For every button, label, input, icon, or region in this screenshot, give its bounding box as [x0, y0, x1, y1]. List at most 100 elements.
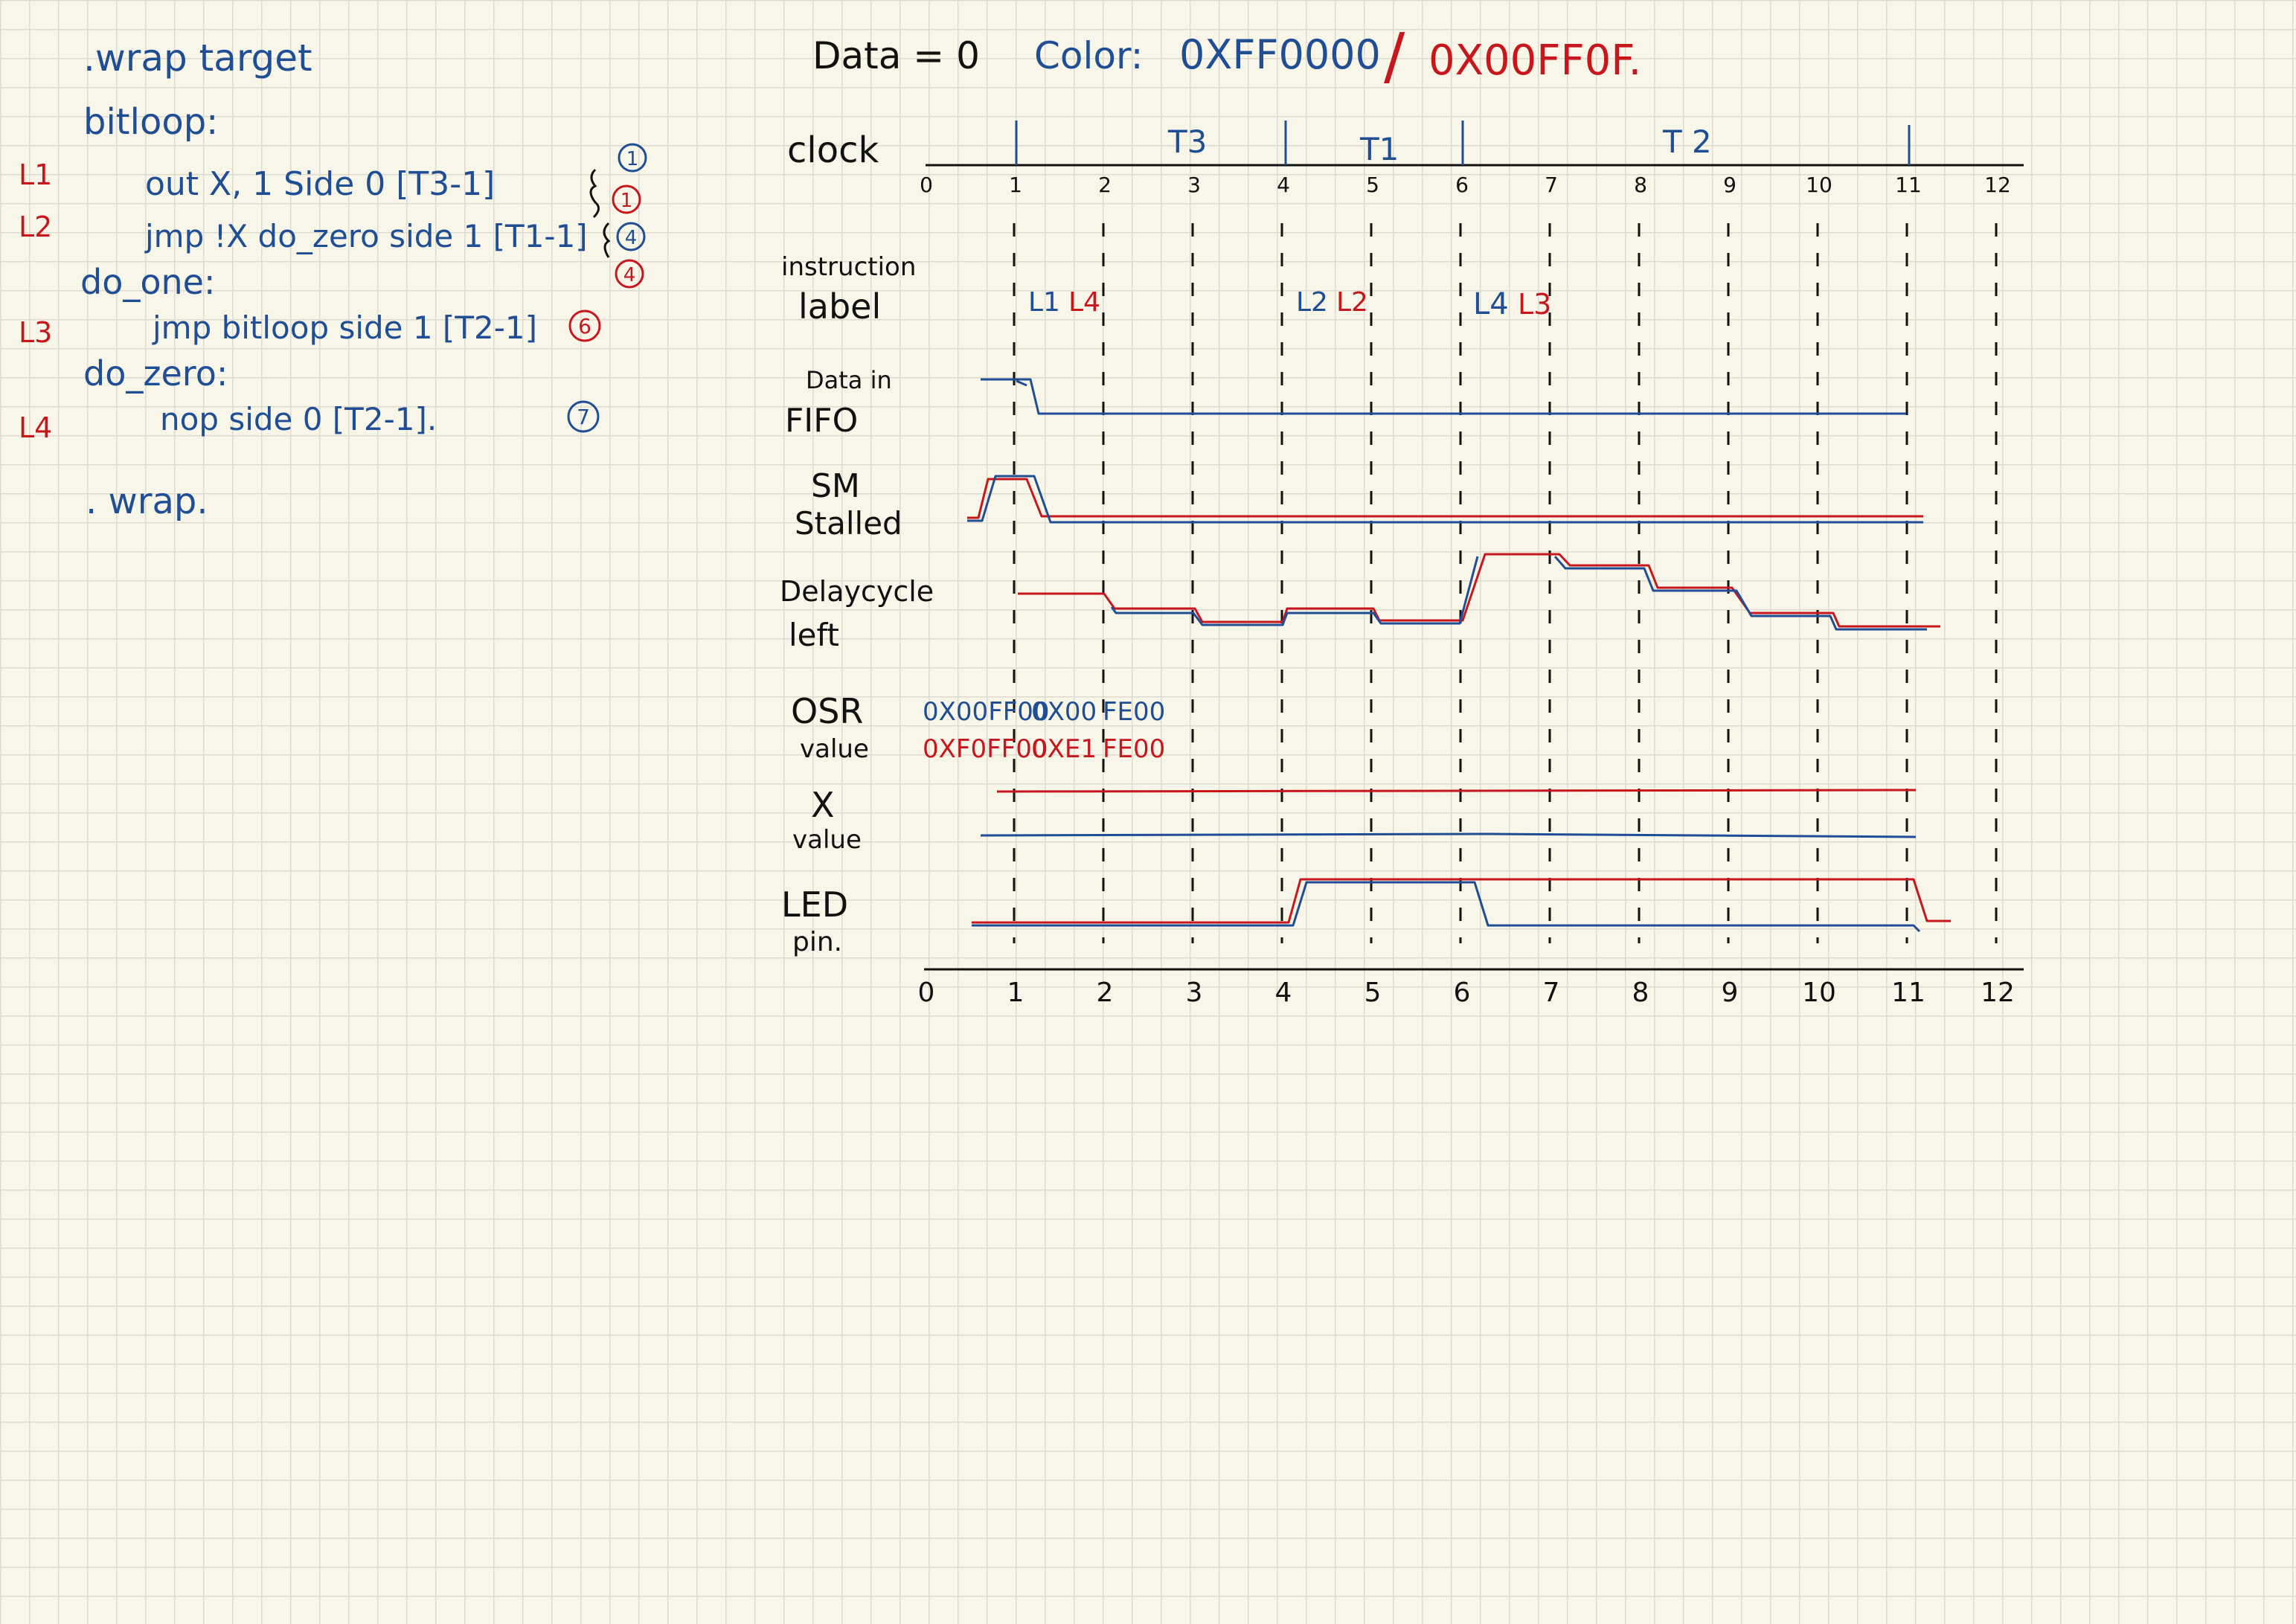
code-wrap: . wrap.: [86, 481, 208, 522]
axis-tick-label: 5: [1365, 978, 1382, 1008]
row-label-osr: value: [800, 734, 869, 764]
instr-label: L4: [1473, 287, 1509, 321]
axis-tick-labels: 0 1 2 3 4 5 6 7 8 9 10 11 12: [918, 978, 2015, 1008]
color-red-value: 0X00FF0F.: [1428, 36, 1641, 85]
diagram-header: Data = 0 Color: 0XFF0000 / 0X00FF0F.: [812, 19, 1641, 92]
step-bubble-number: 1: [621, 190, 633, 212]
axis-tick-label: 11: [1891, 978, 1925, 1008]
step-bubble-number: 4: [623, 264, 636, 286]
code-listing: .wrap target bitloop: L1 out X, 1 Side 0…: [19, 36, 647, 522]
row-label-osr: OSR: [791, 691, 863, 731]
color-separator: /: [1384, 19, 1405, 92]
instr-label: L4: [1068, 287, 1100, 318]
row-label-clock: clock: [787, 129, 879, 171]
osr-blue-value: 0X00FF00: [923, 697, 1050, 727]
axis-tick-label: 9: [1722, 978, 1739, 1008]
step-bubble: [612, 184, 641, 214]
phase-label: T3: [1167, 123, 1207, 160]
clock-tick-label: 4: [1277, 173, 1290, 197]
osr-red-value: 0XE1: [1031, 734, 1097, 764]
code-line-tag: L3: [19, 316, 52, 349]
stalled-trace-red: [967, 478, 1923, 519]
axis-tick-label: 7: [1543, 978, 1560, 1008]
brace-mark: [603, 222, 611, 258]
color-label: Color:: [1034, 34, 1144, 77]
clock-tick-label: 6: [1455, 173, 1469, 197]
step-bubble-number: 4: [625, 227, 638, 249]
step-bubble: [615, 259, 644, 289]
osr-blue-value: 0X00: [1031, 697, 1097, 727]
code-line-text: out X, 1 Side 0 [T3-1]: [145, 165, 495, 203]
delay-trace-blue: [1110, 556, 1479, 626]
axis-tick-label: 0: [918, 978, 935, 1008]
clock-tick-label: 12: [1984, 173, 2011, 197]
row-labels: clock instruction label Data in FIFO SM …: [780, 129, 934, 957]
instr-label: L1: [1028, 287, 1060, 318]
axis-tick-label: 2: [1097, 978, 1114, 1008]
step-bubble-number: 6: [578, 314, 591, 338]
fifo-trace-blue: [981, 378, 1906, 415]
code-line-text: nop side 0 [T2-1].: [160, 401, 437, 437]
instr-label: L3: [1518, 288, 1551, 321]
row-label-delay: Delaycycle: [780, 575, 934, 608]
code-bitloop-label: bitloop:: [83, 101, 218, 143]
code-do-zero-label: do_zero:: [83, 353, 228, 394]
fifo-trace-blue: [1016, 379, 1027, 387]
waveforms: [967, 378, 1951, 933]
step-bubble-number: 7: [577, 405, 590, 429]
code-line-tag: L4: [19, 411, 52, 444]
row-label-sm-stalled: SM: [811, 467, 860, 505]
code-wrap-target: .wrap target: [83, 36, 312, 80]
color-blue-value: 0XFF0000: [1179, 31, 1381, 78]
axis-tick-label: 3: [1186, 978, 1203, 1008]
cycle-gridlines: [1013, 223, 1998, 943]
clock-tick-label: 3: [1187, 173, 1201, 197]
axis-tick-label: 12: [1981, 978, 2015, 1008]
instr-label: L2: [1336, 287, 1368, 318]
code-do-one-label: do_one:: [80, 262, 215, 302]
clock-tick-label: 9: [1723, 173, 1737, 197]
clock-tick-label: 8: [1634, 173, 1647, 197]
led-trace-red: [972, 878, 1951, 924]
row-label-fifo: Data in: [806, 366, 892, 394]
row-label-x: value: [792, 825, 862, 855]
step-bubble: [616, 222, 646, 251]
axis-tick-label: 10: [1802, 978, 1836, 1008]
clock-tick-label: 10: [1806, 173, 1832, 197]
osr-red-value: 0XF0FF00: [923, 734, 1048, 764]
axis-tick-label: 8: [1632, 978, 1649, 1008]
x-trace-red: [996, 789, 1917, 793]
row-label-x: X: [811, 785, 835, 825]
osr-values: 0X00FF00 0X00 FE00 0XF0FF00 0XE1 FE00: [923, 697, 1165, 764]
code-line-text: jmp !X do_zero side 1 [T1-1]: [144, 218, 588, 254]
clock-axis: T3 T1 T 2: [924, 121, 2024, 971]
row-label-sm-stalled: Stalled: [795, 505, 902, 542]
step-bubble: [567, 400, 600, 433]
clock-tick-labels: 0 1 2 3 4 5 6 7 8 9 10 11 12: [920, 173, 2011, 197]
clock-tick-label: 5: [1366, 173, 1379, 197]
clock-tick-label: 0: [920, 173, 933, 197]
clock-tick-label: 7: [1545, 173, 1558, 197]
delay-trace-blue: [1553, 556, 1927, 631]
row-label-fifo: FIFO: [785, 402, 858, 440]
step-bubble: [618, 143, 647, 173]
axis-tick-label: 4: [1275, 978, 1292, 1008]
phase-label: T1: [1359, 131, 1399, 167]
instr-label: L2: [1296, 287, 1328, 318]
osr-red-value: FE00: [1103, 734, 1165, 764]
clock-tick-label: 1: [1009, 173, 1022, 197]
osr-blue-value: FE00: [1103, 697, 1165, 727]
axis-tick-label: 6: [1454, 978, 1471, 1008]
led-trace-blue: [972, 881, 1921, 933]
code-line-tag: L2: [19, 211, 52, 243]
code-line-text: jmp bitloop side 1 [T2-1]: [152, 309, 537, 346]
clock-tick-label: 11: [1895, 173, 1922, 197]
row-label-delay: left: [789, 617, 839, 653]
stalled-trace-blue: [967, 475, 1923, 524]
instruction-labels: L1 L4 L2 L2 L4 L3: [1028, 287, 1551, 321]
phase-label: T 2: [1662, 123, 1712, 160]
x-trace-blue: [980, 832, 1917, 838]
row-label-led: LED: [781, 885, 848, 925]
code-line-tag: L1: [19, 158, 52, 191]
